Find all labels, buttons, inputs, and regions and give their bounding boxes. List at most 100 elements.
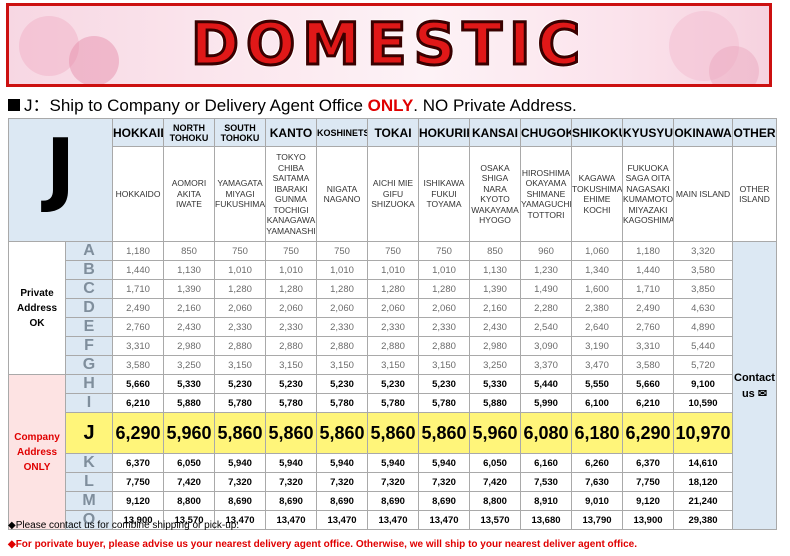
- rate-row: Company Address ONLY H 5,660 5,330 5,230 5,23…: [8, 374, 777, 530]
- rate-value: 2,330: [367, 317, 419, 337]
- rate-value: 5,960: [469, 412, 521, 454]
- rate-value: 8,690: [367, 491, 419, 511]
- rate-value: 5,940: [367, 453, 419, 473]
- class-letter: B: [65, 260, 113, 280]
- rate-value: 5,780: [214, 393, 266, 413]
- rate-value: 1,280: [265, 279, 317, 299]
- rate-value: 3,150: [418, 355, 470, 375]
- rate-value: 14,610: [673, 453, 733, 473]
- fan-decoration: [69, 36, 119, 84]
- rate-row: B 1,440 1,130 1,010 1,010 1,010 1,010 1,010 1,13…: [9, 260, 777, 280]
- rate-value: 850: [163, 241, 215, 261]
- rate-value: 2,060: [265, 298, 317, 318]
- rate-value: 6,210: [622, 393, 674, 413]
- rate-value: 7,630: [571, 472, 623, 492]
- rate-value: 2,160: [469, 298, 521, 318]
- prefecture-list: YAMAGATA MIYAGI FUKUSHIMA: [214, 146, 266, 242]
- rate-value: 750: [418, 241, 470, 261]
- rate-value: 29,380: [673, 510, 733, 530]
- rate-value: 750: [214, 241, 266, 261]
- rate-value: 5,330: [163, 374, 215, 394]
- class-letter: A: [65, 241, 113, 261]
- rate-value: 6,180: [571, 412, 623, 454]
- rate-value: 13,570: [469, 510, 521, 530]
- rate-value: 13,470: [316, 510, 368, 530]
- rate-value: 1,280: [367, 279, 419, 299]
- rate-value: 2,490: [112, 298, 164, 318]
- rate-value: 8,690: [316, 491, 368, 511]
- rate-row: M 9,120 8,800 8,690 8,690 8,690 8,690 8,690 8,80…: [9, 491, 777, 511]
- rate-value: 6,100: [571, 393, 623, 413]
- rate-value: 7,320: [316, 472, 368, 492]
- rate-value: 1,010: [316, 260, 368, 280]
- rate-value: 7,320: [367, 472, 419, 492]
- rate-value: 960: [520, 241, 572, 261]
- rate-value: 4,630: [673, 298, 733, 318]
- rate-value: 2,880: [316, 336, 368, 356]
- rate-value: 2,640: [571, 317, 623, 337]
- rate-row: Private Address OK A 1,180 850 750 750 750 750 7…: [8, 241, 777, 530]
- rate-value: 1,440: [622, 260, 674, 280]
- region-header: CHUGOKU: [520, 118, 572, 147]
- class-letter: O: [65, 510, 113, 530]
- region-header: SOUTH TOHOKU: [214, 118, 266, 147]
- rate-value: 6,370: [622, 453, 674, 473]
- rate-value: 1,010: [265, 260, 317, 280]
- class-letter: L: [65, 472, 113, 492]
- rate-value: 18,120: [673, 472, 733, 492]
- rate-value: 3,150: [316, 355, 368, 375]
- class-letter: H: [65, 374, 113, 394]
- rate-value: 1,390: [469, 279, 521, 299]
- rate-row: K 6,370 6,050 5,940 5,940 5,940 5,940 5,940 6,05…: [9, 453, 777, 473]
- rate-value: 5,940: [418, 453, 470, 473]
- rate-value: 1,340: [571, 260, 623, 280]
- region-header: SHIKOKU: [571, 118, 623, 147]
- footer-note-private-buyer: ◆For porivate buyer, please advise us yo…: [8, 539, 638, 550]
- rate-value: 5,230: [367, 374, 419, 394]
- rate-value: 7,320: [418, 472, 470, 492]
- rate-value: 2,060: [214, 298, 266, 318]
- rate-value: 2,330: [316, 317, 368, 337]
- rate-value: 7,530: [520, 472, 572, 492]
- class-letter: J: [65, 412, 113, 454]
- rate-value: 5,440: [520, 374, 572, 394]
- rate-value: 3,470: [571, 355, 623, 375]
- subtitle: J：Ship to Company or Delivery Agent Offi…: [8, 91, 577, 116]
- rate-value: 6,210: [112, 393, 164, 413]
- rate-value: 2,060: [418, 298, 470, 318]
- rate-value: 2,880: [418, 336, 470, 356]
- rate-value: 6,290: [112, 412, 164, 454]
- rate-value: 5,860: [265, 412, 317, 454]
- rate-value: 13,570: [163, 510, 215, 530]
- rate-value: 10,970: [673, 412, 733, 454]
- rate-value: 2,330: [265, 317, 317, 337]
- rate-value: 3,580: [622, 355, 674, 375]
- prefecture-list: TOKYO CHIBA SAITAMA IBARAKI GUNMA TOCHIG…: [265, 146, 317, 242]
- rate-value: 6,160: [520, 453, 572, 473]
- rate-value: 9,010: [571, 491, 623, 511]
- rate-value: 13,470: [214, 510, 266, 530]
- rate-value: 3,320: [673, 241, 733, 261]
- prefecture-list: MAIN ISLAND: [673, 146, 733, 242]
- rate-value: 13,470: [265, 510, 317, 530]
- contact-us-cell[interactable]: Contact us ✉: [732, 241, 777, 530]
- rate-value: 2,330: [418, 317, 470, 337]
- prefecture-list: OTHER ISLAND: [732, 146, 777, 242]
- region-header: HOKKAIDO: [112, 118, 164, 147]
- rate-value: 1,180: [622, 241, 674, 261]
- rate-value: 5,940: [265, 453, 317, 473]
- rate-value: 6,050: [163, 453, 215, 473]
- rate-value: 5,440: [673, 336, 733, 356]
- rate-value: 1,600: [571, 279, 623, 299]
- sakura-decoration: [19, 16, 79, 76]
- rate-value: 5,860: [418, 412, 470, 454]
- rate-value: 8,690: [418, 491, 470, 511]
- rate-value: 3,090: [520, 336, 572, 356]
- rate-row: O 13,900 13,570 13,470 13,470 13,470 13,470 13,…: [9, 510, 777, 530]
- rate-value: 5,990: [520, 393, 572, 413]
- rate-value: 5,860: [367, 412, 419, 454]
- rate-value: 5,860: [316, 412, 368, 454]
- rate-value: 6,080: [520, 412, 572, 454]
- rate-value: 3,580: [112, 355, 164, 375]
